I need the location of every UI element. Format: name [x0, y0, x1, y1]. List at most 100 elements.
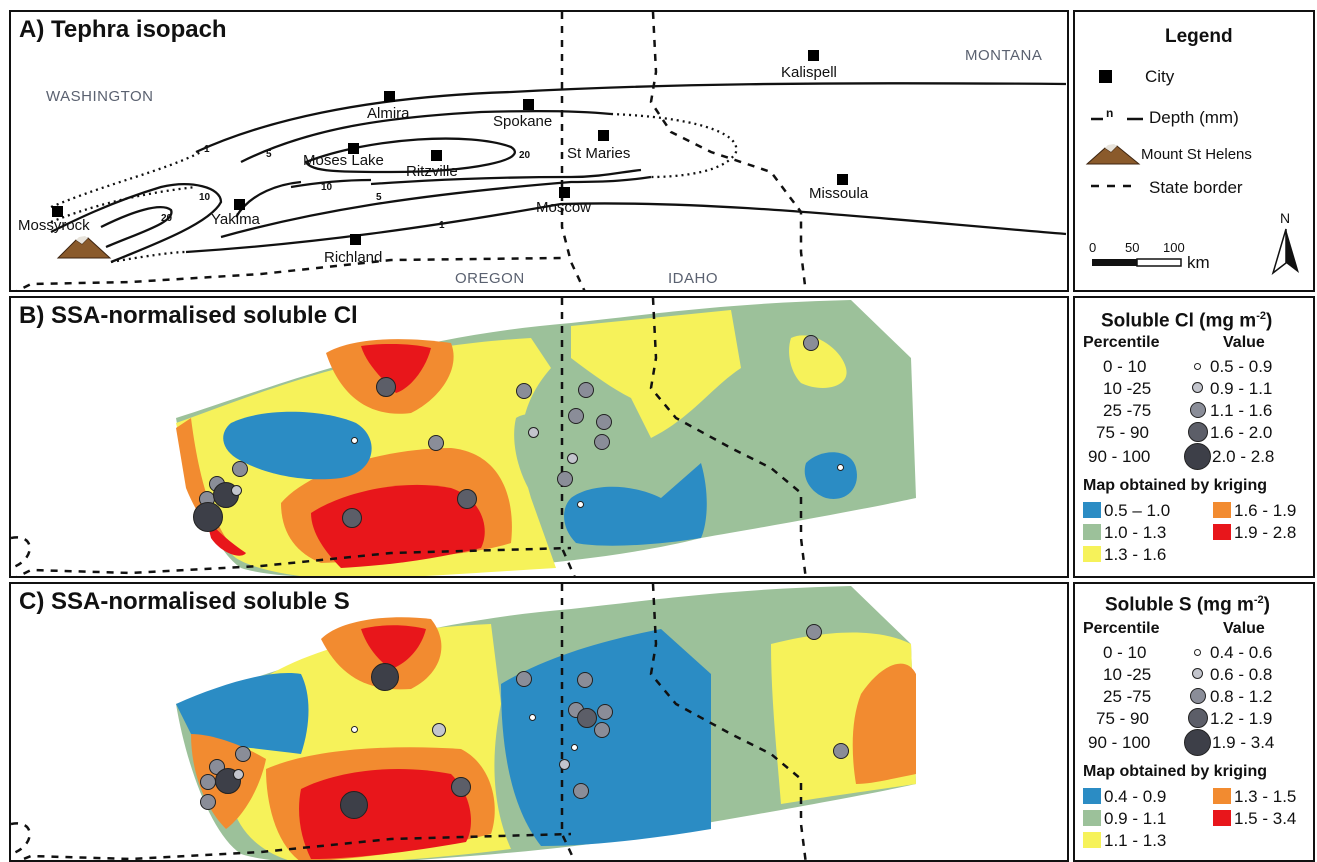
- legend-c-pct-3: 75 - 90: [1096, 709, 1149, 728]
- legend-c-val-3: 1.2 - 1.9: [1210, 709, 1273, 728]
- legend-c: Soluble S (mg m-2) Percentile Value 0 - …: [1073, 582, 1315, 862]
- legend-b-symbol-2: [1190, 402, 1206, 418]
- north-arrow-icon: [1271, 228, 1299, 276]
- legend-b-val-2: 1.1 - 1.6: [1210, 401, 1273, 420]
- sample-point: [528, 427, 539, 438]
- kriging-cl-map-svg: [11, 298, 916, 576]
- isopach-label-10: 10: [321, 182, 333, 193]
- swatch: [1213, 502, 1231, 518]
- city-marker-almira: [384, 91, 395, 102]
- isopach-1-south: [185, 202, 1067, 254]
- panel-c-map: C) SSA-normalised soluble S: [9, 582, 1069, 862]
- swatch: [1083, 832, 1101, 848]
- class-label: 0.5 – 1.0: [1104, 501, 1171, 520]
- legend-b-kriging-hdr: Map obtained by kriging: [1083, 477, 1268, 494]
- swatch: [1213, 810, 1231, 826]
- city-label-richland: Richland: [324, 249, 383, 266]
- legend-b-class-0: 0.5 – 1.0: [1083, 501, 1170, 521]
- region-red-west: [206, 518, 246, 556]
- sample-point: [231, 485, 242, 496]
- legend-b-pct-2: 25 -75: [1103, 401, 1152, 420]
- sample-point: [833, 743, 849, 759]
- city-label-almira: Almira: [367, 105, 410, 122]
- state-label-idaho: IDAHO: [668, 270, 719, 287]
- sample-point: [597, 704, 613, 720]
- region-red-north: [361, 625, 426, 669]
- state-border-b-wa-or: [16, 546, 572, 576]
- legend-border-icon: [1091, 184, 1137, 188]
- legend-b-val-1: 0.9 - 1.1: [1210, 379, 1273, 398]
- city-label-spokane: Spokane: [493, 113, 553, 130]
- sample-point: [594, 434, 610, 450]
- swatch: [1083, 788, 1101, 804]
- panel-a-map: A) Tephra isopach WASHINGTON MONTANA ORE…: [9, 10, 1069, 292]
- state-border-c-west: [11, 822, 31, 856]
- legend-c-val-4: 1.9 - 3.4: [1212, 733, 1275, 752]
- panel-c-title: C) SSA-normalised soluble S: [19, 588, 350, 615]
- legend-c-class-3: 1.5 - 3.4: [1213, 809, 1296, 829]
- region-red-south: [311, 484, 485, 568]
- legend-b-pct-4: 90 - 100: [1088, 447, 1151, 466]
- sample-point: [451, 777, 471, 797]
- class-label: 0.9 - 1.1: [1104, 809, 1167, 828]
- class-label: 1.1 - 1.3: [1104, 831, 1167, 850]
- city-label-missoula: Missoula: [809, 185, 869, 202]
- class-label: 0.4 - 0.9: [1104, 787, 1167, 806]
- sample-point: [571, 744, 578, 751]
- isopach-label-10-west: 10: [199, 192, 211, 203]
- sample-point: [376, 377, 396, 397]
- isopach-5-south: [220, 175, 652, 239]
- swatch: [1083, 810, 1101, 826]
- legend-c-title-text: Soluble S (mg m: [1105, 594, 1254, 616]
- sample-point: [371, 663, 399, 691]
- legend-b-pct-0: 0 - 10: [1103, 357, 1147, 376]
- legend-a-title: Legend: [1165, 26, 1233, 47]
- isopach-label-1-south: 1: [439, 220, 445, 231]
- city-marker-ritzville: [431, 150, 442, 161]
- legend-depth-icon: [1091, 117, 1143, 121]
- legend-b-val-4: 2.0 - 2.8: [1212, 447, 1275, 466]
- legend-c-symbol-1: [1192, 668, 1203, 679]
- class-label: 1.0 - 1.3: [1104, 523, 1167, 542]
- sample-point: [577, 672, 593, 688]
- sample-point: [428, 435, 444, 451]
- isopach-label-20-north: 20: [519, 150, 531, 161]
- swatch: [1083, 546, 1101, 562]
- panel-b-title: B) SSA-normalised soluble Cl: [19, 302, 358, 329]
- legend-b-val-0: 0.5 - 0.9: [1210, 357, 1273, 376]
- legend-b-pct-1: 10 -25: [1103, 379, 1152, 398]
- legend-c-val-1: 0.6 - 0.8: [1210, 665, 1273, 684]
- sample-point: [803, 335, 819, 351]
- legend-b-symbol-0: [1194, 363, 1201, 370]
- legend-b: Soluble Cl (mg m-2) Percentile Value 0 -…: [1073, 296, 1315, 578]
- sample-point: [557, 471, 573, 487]
- legend-b-class-4: 1.3 - 1.6: [1083, 545, 1166, 565]
- legend-b-percentile-hdr: Percentile: [1083, 334, 1160, 351]
- panel-a-title: A) Tephra isopach: [19, 16, 227, 43]
- isopach-map-svg: [16, 12, 1067, 290]
- legend-c-symbol-0: [1194, 649, 1201, 656]
- sample-point: [806, 624, 822, 640]
- sample-point: [232, 461, 248, 477]
- isopach-label-20-west: 20: [161, 213, 173, 224]
- isopach-mossy-10: [50, 183, 223, 264]
- legend-depth-marker: n: [1106, 106, 1114, 120]
- scale-bar: [1092, 258, 1182, 267]
- city-marker-moses-lake: [348, 143, 359, 154]
- sample-point: [351, 726, 358, 733]
- isopach-label-5-north: 5: [266, 149, 272, 160]
- state-label-oregon: OREGON: [455, 270, 525, 287]
- state-border-wa-or: [16, 256, 563, 290]
- isopach-dotted-sw: [110, 250, 187, 264]
- sample-point: [193, 502, 223, 532]
- state-border-b-west: [11, 536, 31, 570]
- state-label-washington: WASHINGTON: [46, 88, 154, 105]
- city-marker-richland: [350, 234, 361, 245]
- class-label: 1.3 - 1.6: [1104, 545, 1167, 564]
- legend-c-value-hdr: Value: [1223, 620, 1265, 637]
- city-marker-yakima: [234, 199, 245, 210]
- sample-point: [577, 501, 584, 508]
- legend-c-pct-2: 25 -75: [1103, 687, 1152, 706]
- legend-b-class-2: 1.0 - 1.3: [1083, 523, 1166, 543]
